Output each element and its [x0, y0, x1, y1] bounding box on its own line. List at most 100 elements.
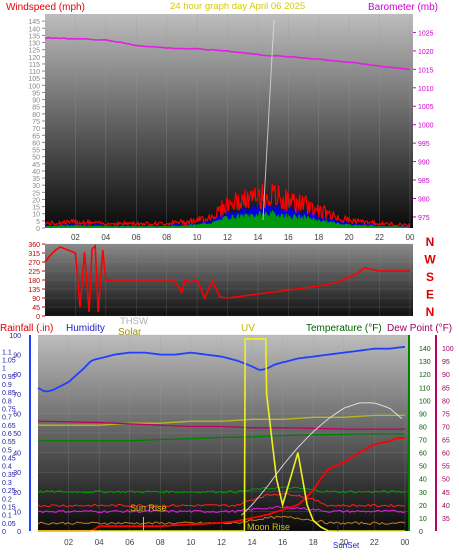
- windspeed-tick-label: 50: [32, 155, 40, 162]
- direction-tick-label: 90: [32, 296, 40, 303]
- rainfall-tick-label: 1.1: [2, 349, 12, 356]
- direction-tick-label: 45: [32, 305, 40, 312]
- windspeed-tick-label: 90: [32, 98, 40, 105]
- humidity-tick-label: 60: [13, 411, 21, 418]
- uv-tick-label: 100: [419, 398, 431, 405]
- rainfall-tick-label: 0.3: [2, 480, 12, 487]
- bottom-time-tick-label: 06: [125, 538, 134, 547]
- uv-tick-label: 130: [419, 359, 431, 366]
- top-time-tick-label: 22: [375, 233, 384, 242]
- humidity-line: [37, 345, 406, 393]
- direction-tick-label: 360: [28, 242, 40, 249]
- windspeed-tick-label: 55: [32, 148, 40, 155]
- rainfall-tick-label: 0.65: [2, 423, 16, 430]
- uv-tick-label: 50: [419, 464, 427, 471]
- low-trace-line: [37, 505, 405, 514]
- bottom-time-tick-label: 22: [370, 538, 379, 547]
- thsw-axis-title: THSW: [120, 316, 148, 327]
- top-time-tick-label: 18: [314, 233, 323, 242]
- rainfall-tick-label: 0.35: [2, 472, 16, 479]
- rainfall-tick-label: 0.2: [2, 496, 12, 503]
- barometer-tick-label: 1025: [418, 30, 434, 37]
- barometer-tick-label: 1010: [418, 86, 434, 93]
- direction-tick-label: 315: [28, 251, 40, 258]
- thsw-line: [240, 402, 403, 516]
- bottom-time-tick-label: 08: [156, 538, 165, 547]
- windspeed-tick-label: 0: [36, 226, 40, 233]
- windspeed-tick-label: 100: [28, 83, 40, 90]
- wind-direction-line: [44, 244, 410, 313]
- windspeed-tick-label: 110: [29, 69, 40, 76]
- rainfall-tick-label: 0.8: [2, 398, 12, 405]
- low-trace-line: [37, 486, 406, 494]
- rainfall-tick-label: 0.1: [2, 513, 12, 520]
- windspeed-tick-label: 125: [28, 48, 40, 55]
- top-time-tick-label: 16: [284, 233, 293, 242]
- uv-line: [38, 338, 405, 532]
- compass-letter: E: [426, 288, 434, 302]
- rainfall-tick-label: 0.05: [2, 521, 16, 528]
- windspeed-tick-label: 115: [29, 62, 40, 69]
- windspeed-tick-label: 20: [32, 197, 40, 204]
- temperature-tick-label: 95: [442, 359, 450, 366]
- humidity-axis-ticks: 0 10 20 30 40 50 60 70 80 90 100: [9, 333, 21, 536]
- windspeed-tick-label: 140: [28, 26, 40, 33]
- uv-tick-label: 70: [419, 438, 427, 445]
- humidity-tick-label: 20: [13, 490, 21, 497]
- rainfall-tick-label: 0.4: [2, 464, 12, 471]
- top-time-tick-label: 04: [101, 233, 110, 242]
- humidity-tick-label: 90: [13, 353, 21, 360]
- windspeed-tick-label: 25: [32, 190, 40, 197]
- humidity-tick-label: 50: [13, 431, 21, 438]
- rainfall-tick-label: 0.75: [2, 407, 16, 414]
- rainfall-tick-label: 0.6: [2, 431, 12, 438]
- temperature-tick-label: 60: [442, 451, 450, 458]
- rainfall-axis-ticks: 00.050.10.15 0.20.250.30.350.40.45 0.50.55…: [2, 335, 31, 536]
- bottom-time-tick-label: 16: [278, 538, 287, 547]
- temperature-tick-label: 85: [442, 385, 450, 392]
- windspeed-tick-label: 5: [36, 219, 40, 226]
- windspeed-tick-label: 70: [32, 126, 40, 133]
- windspeed-tick-label: 10: [32, 212, 40, 219]
- windspeed-tick-label: 75: [32, 119, 40, 126]
- barometer-line: [44, 36, 411, 71]
- direction-tick-label: 225: [28, 269, 40, 276]
- climate-panel: [38, 335, 408, 531]
- bottom-time-tick-label: 18: [309, 538, 318, 547]
- dewpoint-axis-title: Dew Point (°F): [387, 323, 452, 334]
- rainfall-tick-label: 0.5: [2, 447, 12, 454]
- windspeed-tick-label: 145: [28, 19, 40, 26]
- uv-tick-label: 10: [419, 516, 427, 523]
- barometer-tick-label: 1000: [418, 123, 434, 130]
- temperature-tick-label: 40: [442, 503, 450, 510]
- bottom-time-tick-label: 20: [339, 538, 348, 547]
- rainfall-tick-label: 1.05: [2, 358, 16, 365]
- top-time-tick-label: 00: [406, 233, 415, 242]
- uv-tick-label: 40: [419, 477, 427, 484]
- wind-baro-panel: [45, 14, 413, 228]
- temperature-tick-label: 75: [442, 411, 450, 418]
- barometer-tick-label: 1020: [418, 49, 434, 56]
- rainfall-tick-label: 0.9: [2, 382, 12, 389]
- uv-tick-label: 90: [419, 411, 427, 418]
- windspeed-tick-label: 105: [28, 76, 40, 83]
- dewpoint-line: [37, 420, 405, 430]
- top-time-tick-label: 14: [253, 233, 262, 242]
- direction-tick-label: 270: [28, 260, 40, 267]
- bottom-time-tick-label: 12: [217, 538, 226, 547]
- windspeed-tick-label: 120: [28, 55, 40, 62]
- temperature-tick-label: 100: [442, 346, 454, 353]
- humidity-tick-label: 80: [13, 372, 21, 379]
- rainfall-tick-label: 1: [2, 366, 6, 373]
- windspeed-tick-label: 35: [32, 176, 40, 183]
- top-time-tick-label: 10: [193, 233, 202, 242]
- uv-tick-label: 60: [419, 451, 427, 458]
- direction-gridlines: [45, 243, 413, 317]
- low-trace-line: [37, 492, 406, 508]
- temperature-tick-label: 70: [442, 424, 450, 431]
- temperature-tick-label: 90: [442, 372, 450, 379]
- solar-line: [38, 414, 405, 426]
- windspeed-tick-label: 30: [32, 183, 40, 190]
- temperature-line: [38, 433, 405, 442]
